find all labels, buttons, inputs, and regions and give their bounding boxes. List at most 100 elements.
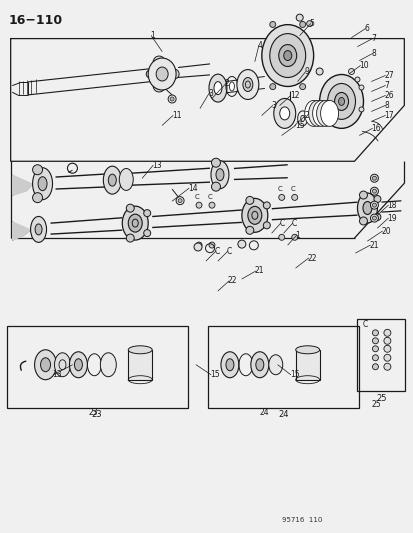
Text: 2: 2 bbox=[304, 111, 309, 120]
Ellipse shape bbox=[38, 177, 47, 191]
Text: 27: 27 bbox=[384, 71, 393, 80]
Ellipse shape bbox=[295, 346, 319, 354]
Text: 8: 8 bbox=[384, 101, 388, 110]
Text: 15: 15 bbox=[289, 370, 299, 379]
Circle shape bbox=[126, 234, 134, 242]
Circle shape bbox=[194, 243, 202, 251]
Circle shape bbox=[372, 355, 377, 361]
Text: 24: 24 bbox=[278, 410, 288, 419]
Ellipse shape bbox=[211, 161, 228, 189]
Text: 25: 25 bbox=[370, 400, 380, 409]
Ellipse shape bbox=[241, 198, 267, 232]
Circle shape bbox=[358, 85, 363, 90]
Ellipse shape bbox=[338, 98, 344, 106]
Circle shape bbox=[245, 227, 253, 235]
Polygon shape bbox=[13, 175, 33, 195]
Circle shape bbox=[196, 242, 202, 248]
Text: C: C bbox=[290, 187, 295, 192]
Circle shape bbox=[383, 329, 390, 336]
Ellipse shape bbox=[128, 346, 152, 354]
Circle shape bbox=[373, 196, 380, 203]
Text: C: C bbox=[226, 247, 232, 255]
Bar bbox=[295, 350, 319, 379]
Text: 21: 21 bbox=[368, 240, 378, 249]
Ellipse shape bbox=[31, 216, 46, 243]
Circle shape bbox=[316, 68, 322, 75]
Circle shape bbox=[372, 176, 375, 180]
Circle shape bbox=[169, 69, 179, 79]
Ellipse shape bbox=[40, 358, 50, 372]
Ellipse shape bbox=[33, 168, 52, 200]
Circle shape bbox=[299, 84, 305, 90]
Text: 15: 15 bbox=[294, 121, 304, 130]
Circle shape bbox=[211, 182, 220, 191]
Ellipse shape bbox=[268, 355, 282, 375]
Text: 2: 2 bbox=[224, 79, 229, 88]
Text: 15: 15 bbox=[209, 370, 219, 379]
Circle shape bbox=[269, 21, 275, 27]
Circle shape bbox=[372, 189, 375, 193]
Circle shape bbox=[143, 230, 150, 237]
Ellipse shape bbox=[362, 201, 371, 214]
Ellipse shape bbox=[69, 352, 87, 378]
Text: 19: 19 bbox=[387, 214, 396, 223]
Bar bbox=[128, 350, 152, 379]
Ellipse shape bbox=[221, 352, 238, 378]
Ellipse shape bbox=[229, 82, 234, 91]
Ellipse shape bbox=[216, 169, 223, 181]
Circle shape bbox=[354, 77, 359, 82]
Ellipse shape bbox=[55, 353, 70, 377]
Ellipse shape bbox=[100, 353, 116, 377]
Ellipse shape bbox=[250, 352, 268, 378]
Text: 16−110: 16−110 bbox=[9, 14, 63, 27]
Text: 20: 20 bbox=[380, 227, 390, 236]
Circle shape bbox=[372, 364, 377, 370]
Text: 7: 7 bbox=[370, 34, 375, 43]
Ellipse shape bbox=[119, 168, 133, 190]
Circle shape bbox=[33, 165, 43, 175]
Ellipse shape bbox=[35, 224, 42, 235]
Text: 10: 10 bbox=[358, 61, 368, 70]
Text: C: C bbox=[362, 320, 367, 329]
Circle shape bbox=[178, 199, 182, 203]
Ellipse shape bbox=[312, 100, 330, 126]
Text: 13: 13 bbox=[152, 161, 161, 170]
Ellipse shape bbox=[122, 206, 148, 240]
Circle shape bbox=[245, 196, 253, 204]
Circle shape bbox=[370, 174, 377, 182]
Text: 23: 23 bbox=[91, 410, 102, 419]
Ellipse shape bbox=[247, 206, 261, 224]
Ellipse shape bbox=[320, 100, 338, 126]
Text: 21: 21 bbox=[254, 266, 263, 276]
Ellipse shape bbox=[128, 214, 142, 232]
Text: 3: 3 bbox=[207, 89, 212, 98]
Ellipse shape bbox=[108, 174, 116, 186]
Bar bbox=[7, 326, 188, 408]
Circle shape bbox=[291, 195, 297, 200]
Polygon shape bbox=[13, 222, 31, 240]
Ellipse shape bbox=[319, 75, 363, 128]
Text: 16: 16 bbox=[370, 124, 380, 133]
Text: 17: 17 bbox=[384, 111, 393, 120]
Text: C: C bbox=[291, 219, 296, 228]
Ellipse shape bbox=[156, 67, 168, 81]
Text: 9: 9 bbox=[304, 67, 309, 76]
Text: 4: 4 bbox=[257, 41, 262, 50]
Circle shape bbox=[306, 21, 312, 27]
Circle shape bbox=[383, 364, 390, 370]
Text: 1: 1 bbox=[150, 31, 154, 40]
Ellipse shape bbox=[35, 350, 56, 379]
Circle shape bbox=[269, 84, 275, 90]
Text: 14: 14 bbox=[188, 184, 197, 193]
Circle shape bbox=[372, 203, 375, 207]
Circle shape bbox=[370, 214, 377, 222]
Ellipse shape bbox=[308, 100, 326, 126]
Circle shape bbox=[348, 69, 354, 75]
Ellipse shape bbox=[214, 82, 221, 94]
Circle shape bbox=[358, 191, 367, 199]
Circle shape bbox=[278, 235, 284, 240]
Ellipse shape bbox=[236, 69, 258, 100]
Ellipse shape bbox=[209, 74, 226, 102]
Circle shape bbox=[372, 346, 377, 352]
Circle shape bbox=[291, 235, 297, 240]
